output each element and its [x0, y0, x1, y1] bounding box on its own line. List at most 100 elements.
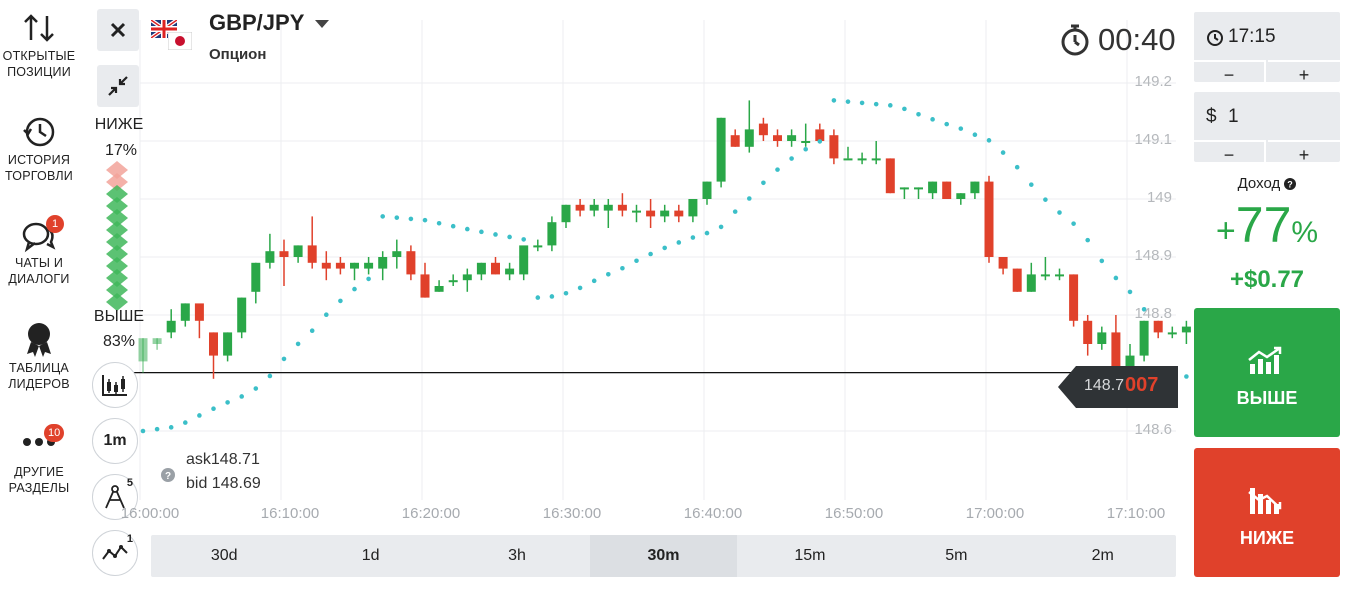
close-chart-button[interactable] [97, 9, 139, 51]
sentiment-down-pct: 17% [104, 142, 138, 159]
sentiment-diamond [106, 209, 128, 227]
amount-input[interactable]: 1 [1228, 106, 1239, 127]
timeframe-15m[interactable]: 15m [794, 547, 826, 564]
sar-dot [465, 226, 470, 232]
sar-dot [549, 294, 555, 299]
candle-body [688, 199, 698, 217]
timeframe-1d[interactable]: 1d [361, 547, 380, 564]
candle-body [392, 251, 402, 257]
sar-dot [789, 156, 794, 161]
payout-percent: +77% [1194, 196, 1340, 254]
interval-button[interactable]: 1m [92, 418, 138, 464]
timeframe-30d[interactable]: 30d [210, 547, 238, 564]
timer-value: 00:40 [1098, 22, 1176, 57]
candle-body [787, 135, 797, 141]
help-icon[interactable]: ? [161, 468, 175, 482]
timeframe-3h[interactable]: 3h [508, 547, 526, 564]
nav-label: ИСТОРИЯ [7, 153, 71, 167]
chart-type-button[interactable] [92, 362, 138, 408]
help-icon[interactable]: ? [1284, 178, 1297, 191]
candle-body [942, 181, 952, 199]
sar-dot [324, 312, 329, 317]
sar-dot [761, 180, 766, 186]
nav-chats[interactable]: 1 ЧАТЫ И ДИАЛОГИ [0, 215, 78, 287]
candle-body [660, 210, 670, 217]
sar-dot [606, 271, 611, 277]
candle-body [251, 262, 261, 292]
candle-body [350, 262, 359, 269]
timeframe-5m[interactable]: 5m [945, 547, 968, 564]
candle-body [914, 187, 923, 190]
sar-dot [986, 138, 992, 143]
sort-arrows-icon [0, 8, 78, 48]
sentiment-diamond [106, 269, 128, 287]
nav-label: ДРУГИЕ [14, 465, 64, 479]
sar-dot [239, 394, 244, 399]
amount-minus-button[interactable]: − [1194, 140, 1266, 168]
sentiment-diamond [106, 245, 128, 263]
drawings-count: 5 [126, 477, 133, 489]
income-label-text: Доход [1237, 175, 1281, 192]
candle-body [1111, 332, 1121, 373]
sar-dot [1127, 289, 1133, 295]
sar-dot [817, 139, 823, 144]
history-icon [0, 112, 78, 152]
drawing-tools-button[interactable]: 5 [92, 474, 138, 520]
collapse-button[interactable] [97, 65, 139, 107]
timeframe-30m[interactable]: 30m [590, 535, 737, 577]
candle-body [674, 210, 684, 217]
nav-leaderboard[interactable]: ТАБЛИЦА ЛИДЕРОВ [0, 320, 78, 392]
put-down-label: НИЖЕ [1239, 528, 1295, 548]
sar-dot [648, 251, 653, 257]
put-down-button[interactable]: НИЖЕ [1194, 448, 1340, 577]
svg-text:?: ? [1288, 180, 1294, 190]
sar-dot [140, 428, 146, 434]
y-tick-label: 149 [1146, 189, 1172, 206]
amount-currency: $ [1206, 106, 1217, 127]
candle-body [773, 135, 782, 141]
asset-selector[interactable]: GBP/JPY [209, 10, 330, 36]
candle-body [1012, 268, 1022, 292]
candle-body [744, 129, 754, 147]
candle-body [434, 286, 444, 292]
sar-dot [718, 224, 724, 230]
candle-body [970, 181, 980, 194]
sar-dot [845, 99, 851, 104]
bid-price: bid 148.69 [186, 475, 261, 492]
call-up-button[interactable]: ВЫШЕ [1194, 308, 1340, 437]
ask-price: ask148.71 [186, 451, 260, 468]
medal-icon [0, 320, 78, 360]
nav-open-positions[interactable]: ОТКРЫТЫЕ ПОЗИЦИИ [0, 8, 78, 80]
candle-body [1153, 320, 1163, 333]
candle-body [1040, 274, 1050, 277]
candle-body [1167, 332, 1177, 335]
amount-plus-button[interactable]: + [1268, 140, 1340, 168]
expiry-plus-button[interactable]: + [1268, 60, 1340, 88]
nav-trade-history[interactable]: ИСТОРИЯ ТОРГОВЛИ [0, 112, 78, 184]
sar-dot [662, 245, 667, 251]
timeframe-2m[interactable]: 2m [1091, 547, 1114, 564]
expiry-time[interactable]: 17:15 [1228, 26, 1276, 47]
nav-label: ОТКРЫТЫЕ [2, 49, 76, 63]
japan-flag-icon [168, 32, 192, 50]
sar-dot [225, 400, 230, 405]
more-badge: 10 [44, 424, 65, 442]
expiry-minus-button[interactable]: − [1194, 60, 1266, 88]
candle-body [829, 135, 839, 159]
sar-dot [1029, 182, 1034, 187]
candle-body [984, 181, 994, 257]
indicator-wave-icon [102, 545, 128, 560]
indicators-button[interactable]: 1 [92, 530, 138, 576]
sentiment-up-label: ВЫШЕ [93, 308, 145, 325]
sar-dot [211, 406, 216, 412]
sar-dot [803, 146, 808, 152]
chart-down-icon [1248, 488, 1282, 514]
sar-dot [436, 220, 442, 226]
nav-other-sections[interactable]: 10 ДРУГИЕ РАЗДЕЛЫ [0, 424, 78, 496]
sar-dot [366, 276, 371, 282]
x-tick-label: 17:10:00 [1106, 505, 1166, 522]
candle-body [1139, 320, 1149, 356]
sar-dot [507, 234, 512, 240]
y-tick-label: 148.9 [1134, 247, 1172, 264]
nav-label: ДИАЛОГИ [8, 272, 70, 286]
